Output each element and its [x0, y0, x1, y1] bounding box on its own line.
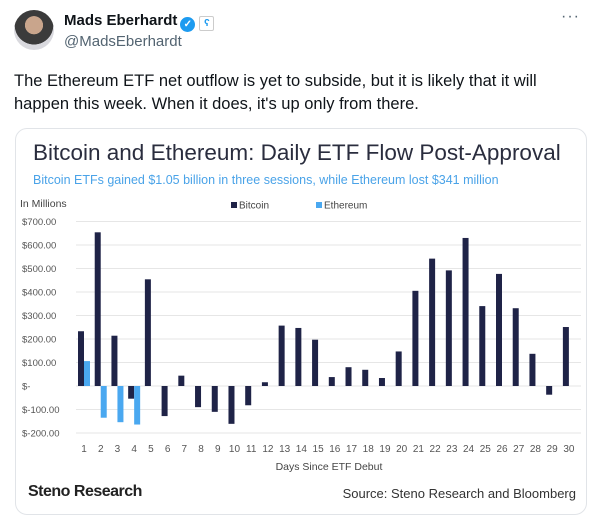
legend-swatch-ethereum [316, 202, 322, 208]
bar-bitcoin-day-22 [429, 258, 436, 386]
verified-check-icon: ✓ [180, 17, 196, 32]
x-tick-label: 20 [396, 444, 408, 455]
bar-ethereum-day-1 [84, 361, 90, 386]
y-tick-label: $600.00 [22, 241, 56, 252]
x-axis-label: Days Since ETF Debut [276, 461, 383, 473]
more-options-icon[interactable]: ··· [561, 8, 580, 25]
x-tick-label: 30 [563, 444, 575, 455]
bar-bitcoin-day-23 [445, 270, 452, 386]
author-handle[interactable]: @MadsEberhardt [64, 33, 182, 50]
bar-bitcoin-day-29 [546, 386, 553, 395]
y-tick-label: $- [22, 382, 30, 393]
bar-bitcoin-day-5 [144, 279, 151, 386]
x-tick-label: 12 [262, 444, 274, 455]
chart-subtitle: Bitcoin ETFs gained $1.05 billion in thr… [33, 173, 499, 187]
x-tick-label: 25 [480, 444, 492, 455]
bar-bitcoin-day-13 [278, 325, 285, 386]
x-tick-label: 13 [279, 444, 291, 455]
chart-title: Bitcoin and Ethereum: Daily ETF Flow Pos… [33, 140, 561, 165]
x-tick-label: 29 [547, 444, 559, 455]
bar-bitcoin-day-19 [378, 378, 385, 386]
bar-ethereum-day-4 [134, 386, 141, 425]
x-tick-label: 5 [148, 444, 154, 455]
x-tick-label: 8 [198, 444, 204, 455]
y-tick-label: $-100.00 [22, 405, 60, 416]
legend-label-bitcoin: Bitcoin [239, 201, 269, 212]
x-tick-label: 2 [98, 444, 104, 455]
affiliate-badge-icon[interactable]: ʕ [199, 16, 215, 31]
x-tick-label: 7 [182, 444, 188, 455]
x-tick-label: 27 [513, 444, 525, 455]
bar-bitcoin-day-24 [462, 237, 469, 386]
x-tick-label: 3 [115, 444, 121, 455]
x-tick-label: 23 [446, 444, 458, 455]
author-name[interactable]: Mads Eberhardt ✓ ʕ [64, 12, 215, 32]
bar-bitcoin-day-30 [562, 327, 569, 386]
chart-source: Source: Steno Research and Bloomberg [342, 486, 576, 501]
chart-image[interactable]: Bitcoin and Ethereum: Daily ETF Flow Pos… [15, 128, 587, 515]
x-tick-label: 24 [463, 444, 475, 455]
bar-bitcoin-day-21 [412, 290, 419, 386]
y-tick-label: $300.00 [22, 311, 56, 322]
unit-label: In Millions [20, 198, 67, 210]
bar-ethereum-day-3 [117, 386, 124, 423]
bar-bitcoin-day-20 [395, 351, 402, 386]
bar-bitcoin-day-12 [261, 382, 268, 386]
y-tick-label: $100.00 [22, 358, 56, 369]
x-tick-label: 15 [313, 444, 325, 455]
bar-bitcoin-day-9 [211, 386, 218, 412]
x-tick-label: 14 [296, 444, 308, 455]
bar-bitcoin-day-16 [328, 377, 335, 386]
bar-bitcoin-day-28 [529, 353, 536, 386]
bar-bitcoin-day-6 [161, 386, 168, 417]
bar-bitcoin-day-3 [111, 335, 118, 386]
y-tick-label: $700.00 [22, 217, 56, 228]
y-tick-label: $500.00 [22, 264, 56, 275]
bar-bitcoin-day-11 [245, 386, 252, 406]
bar-bitcoin-day-8 [195, 386, 202, 408]
legend-label-ethereum: Ethereum [324, 201, 367, 212]
steno-research-logo: Steno Research [28, 483, 142, 500]
x-tick-label: 9 [215, 444, 221, 455]
x-tick-label: 16 [329, 444, 341, 455]
x-tick-label: 22 [430, 444, 442, 455]
x-tick-label: 21 [413, 444, 425, 455]
legend-swatch-bitcoin [231, 202, 237, 208]
x-tick-label: 4 [131, 444, 137, 455]
x-tick-label: 17 [346, 444, 358, 455]
bar-bitcoin-day-25 [479, 306, 486, 386]
bar-ethereum-day-2 [100, 386, 107, 418]
y-tick-label: $200.00 [22, 335, 56, 346]
bar-bitcoin-day-10 [228, 386, 235, 424]
bar-bitcoin-day-4 [128, 386, 135, 399]
x-tick-label: 11 [246, 444, 257, 455]
y-tick-label: $-200.00 [22, 429, 60, 440]
bar-bitcoin-day-26 [496, 273, 502, 386]
bar-chart: In Millions $700.00 $600.00 $500.00 $400.00 $… [20, 198, 581, 473]
bar-bitcoin-day-27 [512, 308, 519, 386]
x-tick-label: 6 [165, 444, 171, 455]
x-tick-label: 1 [81, 444, 87, 455]
bar-bitcoin-day-17 [345, 367, 352, 386]
x-tick-label: 26 [496, 444, 508, 455]
y-tick-label: $400.00 [22, 288, 56, 299]
bar-bitcoin-day-7 [178, 375, 185, 386]
x-tick-label: 18 [363, 444, 375, 455]
bar-bitcoin-day-1 [78, 331, 84, 386]
bar-bitcoin-day-18 [362, 369, 369, 386]
bar-bitcoin-day-14 [295, 327, 302, 386]
x-tick-label: 10 [229, 444, 241, 455]
bar-bitcoin-day-15 [312, 339, 319, 386]
bar-bitcoin-day-2 [94, 232, 101, 386]
x-tick-label: 28 [530, 444, 542, 455]
avatar[interactable] [14, 10, 54, 50]
x-tick-label: 19 [379, 444, 391, 455]
tweet-text: The Ethereum ETF net outflow is yet to s… [14, 72, 537, 113]
